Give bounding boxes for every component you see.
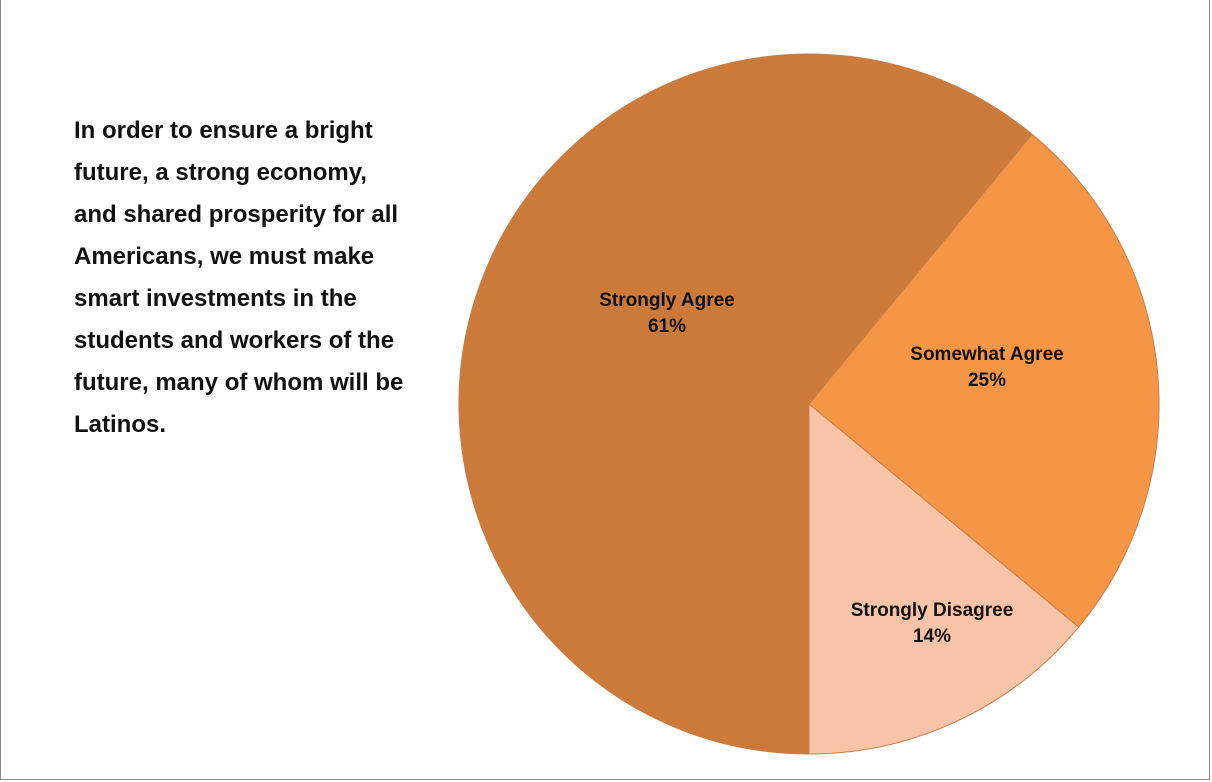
pie-labels: Strongly Agree 61% Somewhat Agree 25% Strong… bbox=[599, 290, 1063, 647]
pie-slices bbox=[458, 53, 1160, 755]
survey-statement: In order to ensure a bright future, a st… bbox=[74, 117, 404, 438]
slice-value-label: 61% bbox=[648, 316, 686, 337]
slice-category-label: Somewhat Agree bbox=[910, 344, 1063, 365]
pie-slice-strongly-agree bbox=[458, 53, 1033, 755]
slice-value-label: 25% bbox=[968, 370, 1006, 391]
pie-slice-strongly-disagree bbox=[808, 402, 1080, 755]
slice-category-label: Strongly Agree bbox=[599, 290, 735, 311]
slice-category-label: Strongly Disagree bbox=[851, 600, 1014, 621]
pie-slice-somewhat-agree bbox=[808, 133, 1160, 628]
slice-value-label: 14% bbox=[913, 626, 951, 647]
